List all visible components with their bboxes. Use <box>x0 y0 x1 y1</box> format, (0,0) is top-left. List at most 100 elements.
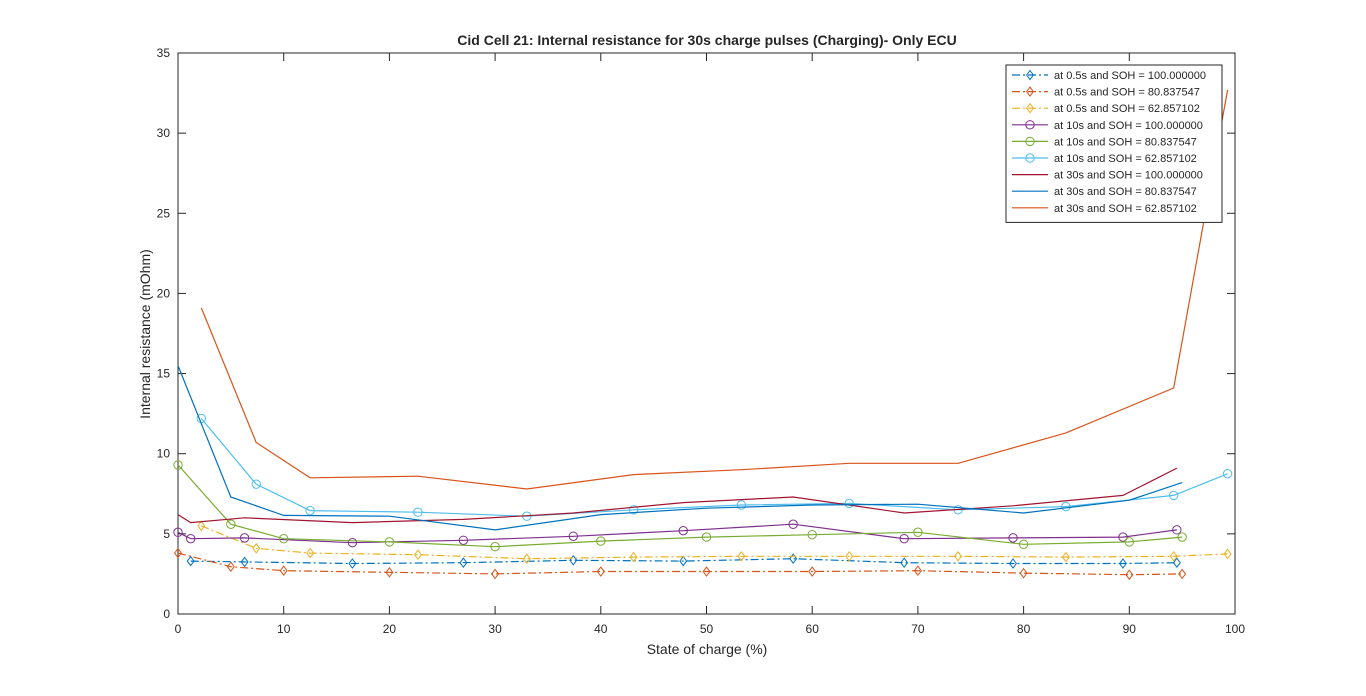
data-point <box>459 557 468 569</box>
x-tick-label: 30 <box>488 622 502 636</box>
series-line <box>177 365 1183 531</box>
data-point <box>954 550 963 562</box>
x-axis-label: State of charge (%) <box>647 641 768 657</box>
data-point <box>913 527 923 537</box>
legend-entry: at 30s and SOH = 100.000000 <box>1054 170 1203 182</box>
data-point <box>1178 568 1187 580</box>
data-point <box>1125 569 1134 581</box>
data-point <box>458 535 469 545</box>
series-line <box>177 552 1183 576</box>
data-point <box>913 565 922 577</box>
series-line <box>200 89 1229 490</box>
data-point <box>596 536 606 546</box>
series-line <box>177 467 1178 524</box>
data-point <box>1222 469 1233 479</box>
data-point <box>490 541 500 552</box>
data-point <box>808 566 817 577</box>
y-tick-label: 25 <box>157 206 171 220</box>
chart-title: Cid Cell 21: Internal resistance for 30s… <box>457 32 956 48</box>
data-point <box>384 537 395 547</box>
data-point <box>702 566 711 577</box>
data-point <box>899 533 909 544</box>
data-point <box>240 556 249 568</box>
data-point <box>306 547 315 559</box>
series-line <box>200 418 1228 517</box>
series-line <box>177 523 1177 544</box>
data-point <box>239 533 250 543</box>
data-point <box>807 529 817 540</box>
series-1 <box>186 553 1181 569</box>
data-point <box>679 555 688 567</box>
y-tick-label: 0 <box>163 607 170 621</box>
legend-entry: at 0.5s and SOH = 80.837547 <box>1054 87 1200 99</box>
x-tick-label: 70 <box>911 622 925 636</box>
data-point <box>1223 548 1232 560</box>
legend-marker <box>1025 120 1035 130</box>
legend-marker <box>1026 102 1034 114</box>
data-point <box>701 532 712 542</box>
series-line <box>190 558 1177 565</box>
x-tick-label: 20 <box>383 622 397 636</box>
data-point <box>279 565 288 577</box>
series-2 <box>174 547 1187 581</box>
data-point <box>347 537 358 548</box>
data-point <box>1009 558 1018 569</box>
x-tick-label: 50 <box>700 622 714 636</box>
data-point <box>1172 525 1182 535</box>
series-line <box>201 525 1228 560</box>
data-point <box>197 520 206 532</box>
data-point <box>413 507 423 517</box>
data-point <box>252 542 261 554</box>
data-point <box>1061 551 1070 563</box>
y-tick-label: 20 <box>157 286 171 300</box>
y-tick-label: 30 <box>157 126 171 140</box>
data-point <box>385 566 394 578</box>
data-point <box>1169 550 1178 562</box>
legend-entry: at 10s and SOH = 62.857102 <box>1054 153 1197 165</box>
data-point <box>1177 532 1187 542</box>
y-tick-label: 10 <box>157 447 171 461</box>
x-tick-label: 100 <box>1225 622 1245 636</box>
data-point <box>413 549 422 561</box>
data-point <box>173 460 183 470</box>
legend: at 0.5s and SOH = 100.000000 at 0.5s and … <box>1005 64 1223 223</box>
legend-marker <box>1025 153 1035 163</box>
data-point <box>1019 567 1028 579</box>
y-axis-label: Internal resistance (mOhm) <box>137 249 153 419</box>
data-point <box>173 527 183 537</box>
legend-entry: at 0.5s and SOH = 62.857102 <box>1054 103 1200 115</box>
series-3 <box>197 520 1232 565</box>
data-point <box>1124 537 1135 547</box>
series-8 <box>177 365 1183 531</box>
data-point <box>186 555 195 567</box>
data-point <box>1118 532 1128 542</box>
y-tick-label: 15 <box>157 367 171 381</box>
data-point <box>1061 501 1071 512</box>
data-point <box>628 505 639 515</box>
data-point <box>737 550 746 562</box>
x-tick-label: 80 <box>1017 622 1031 636</box>
data-point <box>1118 558 1127 569</box>
data-point <box>174 547 182 559</box>
x-axis: 0 10 20 30 40 50 60 70 80 90 100 <box>175 53 1245 636</box>
legend-marker <box>1026 69 1034 81</box>
data-point <box>844 498 854 509</box>
data-point <box>845 550 854 562</box>
series-line <box>177 464 1183 548</box>
data-point <box>491 568 500 580</box>
data-point <box>1172 557 1181 569</box>
series-6 <box>196 413 1233 521</box>
legend-entry: at 10s and SOH = 80.837547 <box>1054 136 1197 148</box>
data-point <box>736 500 747 510</box>
data-point <box>226 519 236 529</box>
data-point <box>569 554 578 566</box>
series-9 <box>200 89 1229 490</box>
data-point <box>900 557 909 569</box>
legend-marker <box>1025 136 1035 147</box>
data-point <box>522 553 531 565</box>
series-4 <box>173 519 1182 548</box>
y-tick-label: 5 <box>163 527 170 541</box>
data-point <box>1168 490 1179 501</box>
